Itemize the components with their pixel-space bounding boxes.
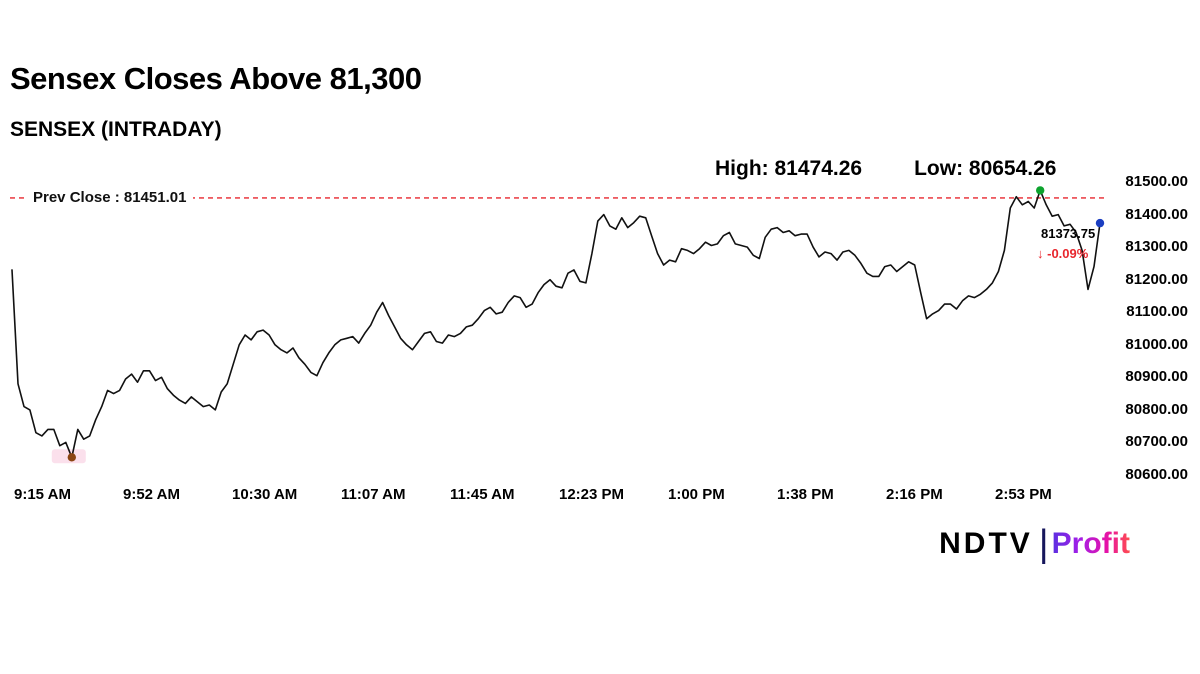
page-title: Sensex Closes Above 81,300 [10, 61, 422, 96]
change-label: ↓ -0.09% [1037, 246, 1089, 261]
chart-markers [67, 186, 1105, 462]
high-label: High: 81474.26 [715, 157, 863, 180]
profit-wordmark: Profit [1051, 527, 1130, 560]
high-low-row: High: 81474.26 Low: 80654.26 [715, 157, 1056, 181]
last-price-dot [1095, 218, 1105, 228]
chart-subtitle: SENSEX (INTRADAY) [10, 118, 222, 141]
low-dot [67, 453, 77, 462]
low-label: Low: 80654.26 [914, 157, 1057, 180]
logo-separator-icon: | [1038, 523, 1049, 565]
high-dot [1036, 186, 1045, 195]
ndtv-wordmark: NDTV [939, 527, 1033, 560]
ndtv-profit-logo: NDTV | Profit [939, 525, 1130, 563]
price-line [11, 189, 1101, 459]
last-price-label: 81373.75 [1041, 226, 1096, 241]
prev-close-label: Prev Close : 81451.01 [26, 188, 194, 208]
